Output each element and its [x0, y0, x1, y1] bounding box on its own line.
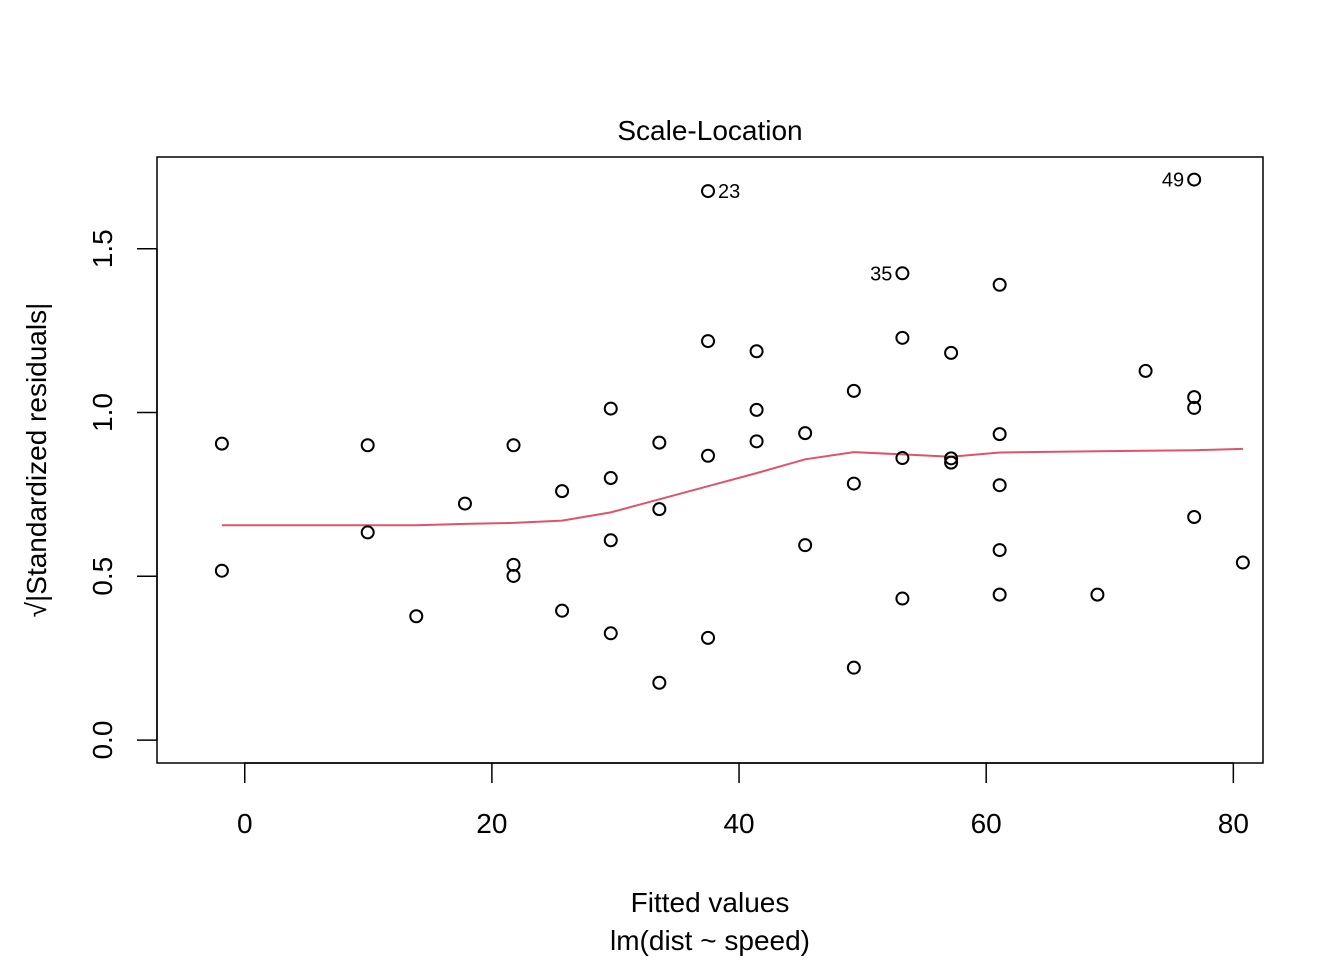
point-id-label: 35	[870, 263, 892, 285]
data-point	[944, 455, 959, 470]
data-point	[1187, 172, 1202, 187]
data-point	[701, 448, 716, 463]
y-tick-label: 0.5	[87, 557, 118, 596]
point-id-label: 23	[718, 181, 740, 203]
model-formula-label: lm(dist ~ speed)	[610, 925, 810, 956]
data-point	[846, 660, 861, 675]
data-point	[992, 478, 1007, 493]
data-point	[895, 330, 910, 345]
data-point	[749, 402, 764, 417]
data-point	[1187, 509, 1202, 524]
y-tick-label: 1.5	[87, 229, 118, 268]
y-tick-label: 0.0	[87, 721, 118, 760]
data-point	[846, 383, 861, 398]
data-point	[1235, 555, 1250, 570]
data-point	[1187, 400, 1202, 415]
y-axis-label: √|Standardized residuals|	[21, 303, 52, 618]
data-point	[992, 277, 1007, 292]
point-id-label: 49	[1162, 170, 1184, 192]
data-point	[603, 471, 618, 486]
data-point	[555, 603, 570, 618]
data-point	[457, 496, 472, 511]
data-point	[895, 266, 910, 281]
x-axis-label: Fitted values	[631, 887, 790, 918]
data-point	[798, 426, 813, 441]
data-point	[992, 587, 1007, 602]
data-point	[214, 436, 229, 451]
x-axis: 0 20 40 60 80	[237, 762, 1249, 839]
data-point	[603, 533, 618, 548]
data-point	[701, 630, 716, 645]
data-point	[701, 334, 716, 349]
data-point	[895, 451, 910, 466]
smooth-line	[221, 447, 1243, 527]
x-tick-label: 20	[476, 808, 507, 839]
x-tick-label: 60	[971, 808, 1002, 839]
data-point	[749, 344, 764, 359]
data-point	[846, 476, 861, 491]
data-point	[506, 568, 521, 583]
chart-title: Scale-Location	[617, 115, 802, 146]
y-tick-label: 1.0	[87, 393, 118, 432]
smooth-line-layer	[221, 447, 1243, 527]
data-point	[652, 435, 667, 450]
data-point	[1090, 587, 1105, 602]
data-point	[409, 609, 424, 624]
x-tick-label: 40	[723, 808, 754, 839]
data-point	[214, 563, 229, 578]
data-point	[1187, 390, 1202, 405]
plot-frame	[156, 156, 1264, 764]
data-point	[992, 543, 1007, 558]
data-point	[603, 626, 618, 641]
data-point	[652, 502, 667, 517]
data-point	[895, 591, 910, 606]
data-point	[506, 438, 521, 453]
data-point	[992, 427, 1007, 442]
y-axis: 0.0 0.5 1.0 1.5	[87, 229, 158, 760]
data-point	[555, 484, 570, 499]
data-point	[603, 401, 618, 416]
data-point	[1138, 363, 1153, 378]
x-tick-label: 80	[1218, 808, 1249, 839]
data-point	[944, 345, 959, 360]
data-point	[652, 675, 667, 690]
data-point	[360, 438, 375, 453]
x-tick-label: 0	[237, 808, 253, 839]
data-point	[944, 451, 959, 466]
data-points-layer: 23 35 49	[214, 170, 1250, 690]
data-point	[798, 538, 813, 553]
data-point	[701, 184, 716, 199]
data-point	[360, 525, 375, 540]
data-point	[749, 434, 764, 449]
